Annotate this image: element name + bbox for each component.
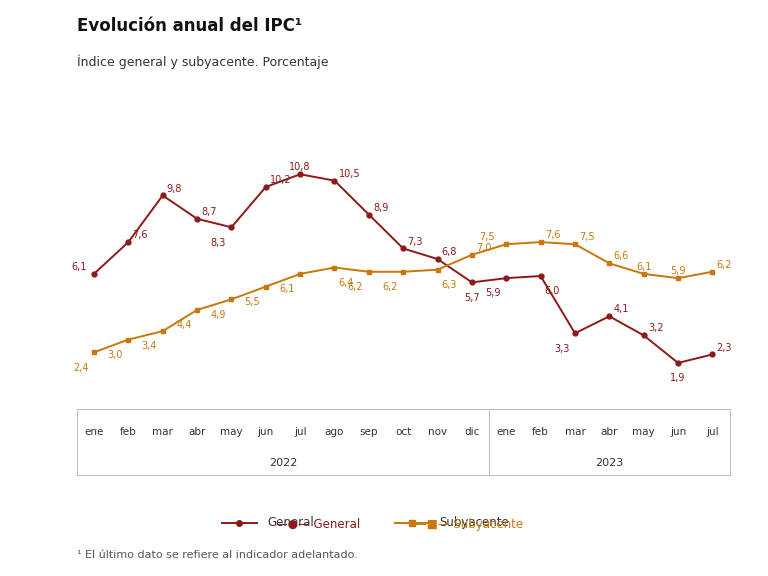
Text: 7,0: 7,0: [476, 243, 492, 253]
Text: 3,3: 3,3: [554, 343, 569, 354]
Text: oct: oct: [395, 427, 412, 437]
Text: Evolución anual del IPC¹: Evolución anual del IPC¹: [77, 17, 302, 35]
Text: Índice general y subyacente. Porcentaje: Índice general y subyacente. Porcentaje: [77, 55, 328, 69]
Text: ene: ene: [84, 427, 104, 437]
Text: 5,5: 5,5: [244, 297, 260, 307]
Text: may: may: [220, 427, 243, 437]
Text: jun: jun: [257, 427, 274, 437]
Text: 2023: 2023: [595, 458, 624, 468]
Text: 2,4: 2,4: [73, 363, 88, 373]
Text: 3,4: 3,4: [142, 342, 157, 351]
Text: 6,0: 6,0: [545, 286, 560, 296]
Text: 10,2: 10,2: [270, 175, 292, 185]
Text: 7,5: 7,5: [479, 232, 495, 242]
Text: ago: ago: [325, 427, 344, 437]
Text: 4,1: 4,1: [614, 304, 629, 314]
Text: jun: jun: [670, 427, 686, 437]
Text: 6,6: 6,6: [614, 251, 629, 262]
Text: 4,9: 4,9: [210, 310, 226, 320]
Text: 8,7: 8,7: [201, 207, 217, 217]
Text: dic: dic: [464, 427, 479, 437]
Text: feb: feb: [532, 427, 549, 437]
Text: sep: sep: [359, 427, 378, 437]
Text: 7,6: 7,6: [545, 230, 561, 240]
Text: 3,2: 3,2: [648, 324, 664, 334]
Text: 6,3: 6,3: [442, 280, 457, 290]
Text: jul: jul: [706, 427, 719, 437]
Text: 6,8: 6,8: [442, 247, 457, 257]
Text: 9,8: 9,8: [167, 184, 182, 194]
Text: 6,1: 6,1: [71, 262, 87, 272]
Text: 7,3: 7,3: [407, 237, 423, 247]
Text: 7,6: 7,6: [133, 230, 148, 240]
Text: 6,2: 6,2: [382, 282, 398, 292]
Text: 10,8: 10,8: [289, 162, 310, 172]
Text: 2,3: 2,3: [717, 343, 732, 353]
Text: abr: abr: [601, 427, 618, 437]
Text: nov: nov: [428, 427, 447, 437]
Text: abr: abr: [188, 427, 206, 437]
Text: mar: mar: [564, 427, 585, 437]
Text: 4,4: 4,4: [176, 320, 191, 330]
Text: 6,1: 6,1: [280, 284, 295, 294]
Text: ene: ene: [497, 427, 516, 437]
Text: Subyacente: Subyacente: [439, 516, 509, 529]
Text: 8,9: 8,9: [373, 203, 389, 213]
Text: —■— Subyacente: —■— Subyacente: [415, 518, 523, 530]
Text: ¹ El último dato se refiere al indicador adelantado.: ¹ El último dato se refiere al indicador…: [77, 550, 358, 560]
Text: 8,3: 8,3: [210, 237, 226, 248]
Text: 7,5: 7,5: [579, 232, 594, 242]
Text: 5,9: 5,9: [670, 266, 686, 276]
Text: 10,5: 10,5: [339, 169, 360, 179]
Text: 6,2: 6,2: [348, 282, 363, 292]
Text: jul: jul: [294, 427, 306, 437]
Text: feb: feb: [120, 427, 137, 437]
Text: 3,0: 3,0: [108, 350, 123, 360]
Text: General: General: [267, 516, 313, 529]
Text: 6,1: 6,1: [636, 262, 651, 272]
Text: mar: mar: [152, 427, 173, 437]
Text: 1,9: 1,9: [670, 373, 686, 383]
Text: 5,9: 5,9: [485, 289, 501, 298]
Text: 6,2: 6,2: [717, 260, 732, 270]
Text: —●— General: —●— General: [276, 518, 361, 530]
Text: 5,7: 5,7: [464, 293, 480, 302]
Text: 6,4: 6,4: [339, 278, 354, 288]
Text: may: may: [632, 427, 655, 437]
Text: 2022: 2022: [269, 458, 297, 468]
